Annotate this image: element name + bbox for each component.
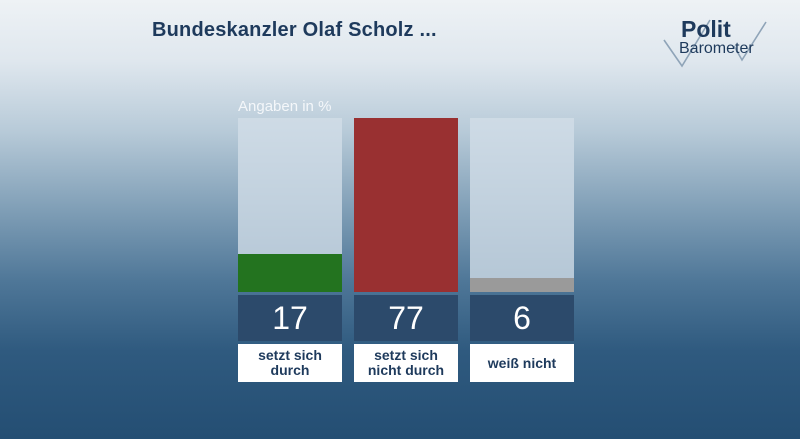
logo-text-polit: Polit: [681, 16, 731, 42]
bar: [238, 254, 342, 292]
checkmark-icon: [663, 19, 767, 68]
bar-value-label: 6: [470, 295, 574, 341]
bar-track: [238, 118, 342, 292]
bar: [470, 278, 574, 292]
units-note: Angaben in %: [238, 98, 332, 115]
bar-column: 6 weiß nicht: [470, 118, 574, 382]
bar: [354, 118, 458, 292]
bar-column: 17 setzt sich durch: [238, 118, 342, 382]
category-label: setzt sich nicht durch: [354, 344, 458, 382]
category-label: setzt sich durch: [238, 344, 342, 382]
category-label: weiß nicht: [470, 344, 574, 382]
politbarometer-logo: Polit Barometer: [662, 16, 774, 68]
bar-column: 77 setzt sich nicht durch: [354, 118, 458, 382]
bar-track: [354, 118, 458, 292]
logo-text-barometer: Barometer: [679, 40, 754, 57]
bar-chart: 17 setzt sich durch 77 setzt sich nicht dur…: [238, 118, 574, 382]
page-title: Bundeskanzler Olaf Scholz ...: [152, 19, 437, 41]
bar-value-label: 77: [354, 295, 458, 341]
bar-track: [470, 118, 574, 292]
bar-value-label: 17: [238, 295, 342, 341]
